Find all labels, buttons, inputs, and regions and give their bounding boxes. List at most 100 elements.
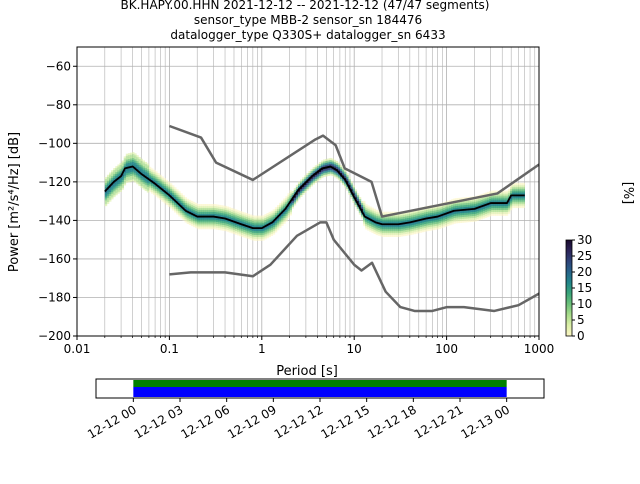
heatmap-cell	[405, 218, 408, 221]
heatmap-cell	[300, 194, 303, 197]
heatmap-cell	[220, 214, 223, 217]
heatmap-cell	[220, 224, 223, 227]
heatmap-cell	[171, 206, 175, 209]
heatmap-cell	[199, 209, 202, 212]
heatmap-cell	[155, 180, 158, 184]
heatmap-cell	[482, 216, 486, 219]
heatmap-cell	[148, 188, 152, 191]
heatmap-cell	[132, 175, 135, 178]
heatmap-cell	[192, 225, 196, 228]
heatmap-cell	[161, 197, 164, 200]
heatmap-cell	[369, 208, 372, 211]
heatmap-cell	[392, 229, 395, 232]
heatmap-cell	[310, 182, 313, 185]
high-noise-model-line	[168, 124, 540, 218]
heatmap-cell	[367, 218, 370, 221]
heatmap-cell	[348, 190, 351, 193]
heatmap-cell	[346, 177, 349, 180]
heatmap-cell	[169, 202, 173, 205]
heatmap-cell	[197, 211, 200, 214]
heatmap-cell	[279, 218, 282, 221]
heatmap-cell	[388, 225, 391, 228]
heatmap-cell	[266, 226, 269, 229]
heatmap-cell	[142, 187, 146, 190]
y-tick-label: −160	[38, 252, 71, 266]
heatmap-cell	[300, 187, 303, 190]
heatmap-cell	[274, 220, 278, 223]
heatmap-cell	[426, 229, 429, 232]
heatmap-cell	[270, 231, 274, 235]
heatmap-cell	[297, 195, 301, 198]
heatmap-cell	[371, 230, 374, 233]
heatmap-cell	[157, 190, 160, 193]
heatmap-cell	[146, 173, 150, 176]
heatmap-cell	[478, 210, 481, 213]
heatmap-cell	[415, 210, 418, 213]
heatmap-cell	[331, 168, 334, 171]
heatmap-cell	[434, 223, 437, 226]
heatmap-cell	[350, 181, 353, 184]
heatmap-cell	[115, 166, 118, 169]
heatmap-cell	[115, 191, 118, 194]
y-tick-label: −60	[46, 59, 71, 73]
heatmap-cell	[274, 211, 278, 214]
heatmap-cell	[417, 211, 421, 214]
heatmap-cell	[449, 223, 452, 226]
heatmap-cell	[379, 228, 383, 231]
heatmap-cell	[111, 185, 114, 188]
heatmap-cell	[512, 192, 515, 195]
heatmap-cell	[119, 184, 122, 187]
heatmap-cell	[453, 211, 456, 215]
heatmap-cell	[127, 162, 131, 165]
heatmap-cell	[516, 182, 519, 185]
heatmap-cell	[237, 227, 240, 230]
heatmap-cell	[245, 215, 248, 218]
heatmap-cell	[276, 226, 280, 229]
heatmap-cell	[520, 186, 523, 189]
heatmap-cell	[148, 174, 152, 177]
heatmap-cell	[180, 193, 183, 196]
heatmap-cell	[123, 164, 127, 167]
heatmap-cell	[266, 222, 269, 225]
heatmap-cell	[276, 206, 280, 210]
heatmap-cell	[419, 220, 423, 224]
heatmap-cell	[480, 215, 483, 218]
heatmap-cell	[262, 224, 265, 228]
heatmap-cell	[195, 202, 198, 206]
heatmap-cell	[146, 171, 150, 174]
heatmap-cell	[138, 156, 141, 160]
heatmap-cell	[169, 200, 173, 203]
heatmap-cell	[255, 236, 259, 239]
heatmap-cell	[111, 183, 114, 186]
heatmap-cell	[258, 234, 261, 237]
heatmap-cell	[390, 215, 393, 218]
heatmap-cell	[258, 219, 261, 222]
heatmap-cell	[184, 204, 187, 208]
heatmap-cell	[134, 161, 137, 164]
heatmap-cell	[211, 204, 215, 207]
heatmap-cell	[241, 234, 244, 237]
heatmap-cell	[369, 206, 372, 209]
heatmap-cell	[216, 227, 219, 230]
heatmap-cell	[352, 193, 355, 196]
heatmap-cell	[109, 182, 112, 185]
heatmap-cell	[321, 160, 324, 163]
heatmap-cell	[468, 200, 471, 203]
heatmap-cell	[430, 228, 433, 231]
heatmap-cell	[121, 164, 125, 167]
heatmap-cell	[127, 158, 131, 162]
heatmap-cell	[302, 181, 305, 184]
heatmap-cell	[140, 162, 143, 165]
heatmap-cell	[297, 189, 301, 192]
heatmap-cell	[251, 228, 255, 231]
heatmap-cell	[123, 181, 127, 184]
heatmap-cell	[205, 223, 208, 226]
heatmap-cell	[281, 219, 284, 223]
heatmap-cell	[507, 194, 511, 197]
heatmap-cell	[352, 187, 355, 190]
heatmap-cell	[495, 209, 498, 212]
heatmap-cell	[153, 179, 156, 182]
heatmap-cell	[243, 231, 246, 234]
heatmap-cell	[321, 175, 324, 179]
heatmap-cell	[104, 204, 108, 207]
